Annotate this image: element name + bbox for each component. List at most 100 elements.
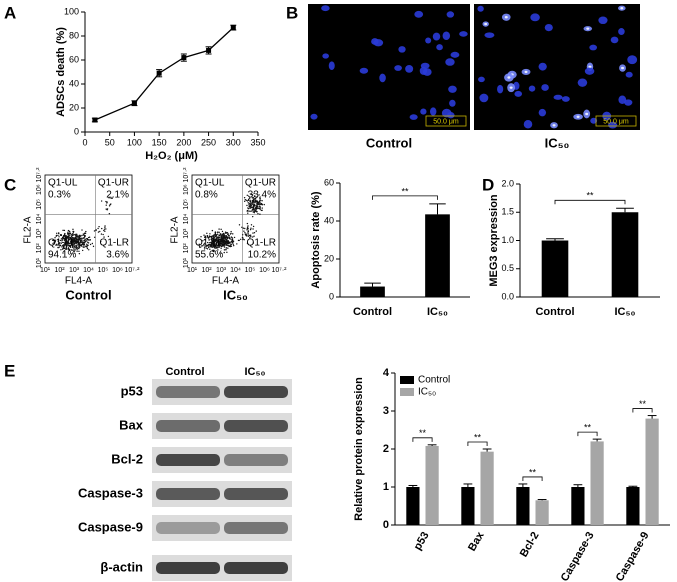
bar — [645, 418, 659, 525]
event-dot — [72, 242, 74, 245]
event-dot — [247, 233, 249, 235]
scale-bar-box — [595, 115, 637, 127]
event-dot — [65, 242, 68, 244]
event-dot — [255, 201, 257, 203]
nucleus — [598, 16, 608, 25]
significance-bracket — [522, 476, 543, 481]
event-dot — [248, 197, 251, 199]
event-dot — [86, 241, 89, 243]
flow-y-tick-label: 10⁴ — [36, 214, 43, 225]
event-dot — [64, 234, 66, 237]
event-dot — [252, 207, 255, 209]
event-dot — [213, 237, 216, 239]
nucleus — [577, 78, 588, 87]
event-dot — [110, 197, 112, 199]
data-point — [131, 100, 137, 106]
event-dot — [84, 241, 86, 244]
event-dot — [65, 235, 67, 237]
legend-swatch — [400, 376, 414, 384]
nucleus — [627, 55, 638, 65]
event-dot — [105, 228, 107, 230]
event-dot — [103, 228, 106, 230]
event-dot — [247, 232, 249, 234]
event-dot — [218, 234, 220, 236]
event-dot — [250, 227, 252, 229]
event-dot — [256, 201, 259, 203]
event-dot — [82, 240, 84, 242]
event-dot — [230, 243, 233, 246]
event-dot — [258, 194, 260, 196]
event-dot — [55, 235, 57, 237]
event-dot — [261, 200, 263, 202]
event-dot — [76, 244, 78, 246]
x-tick-label: Control — [353, 306, 392, 318]
flow-x-tick-label: 10² — [54, 267, 65, 274]
event-dot — [247, 228, 249, 230]
event-dot — [63, 247, 65, 249]
y-tick-label: 60 — [69, 54, 79, 64]
flow-y-tick-label: 10⁷·² — [183, 167, 190, 183]
event-dot — [257, 213, 259, 215]
event-dot — [253, 201, 255, 203]
y-tick-label: 1.5 — [501, 207, 514, 217]
y-tick-label: 40 — [69, 78, 79, 88]
event-dot — [220, 252, 222, 254]
event-dot — [203, 234, 205, 236]
event-dot — [223, 249, 226, 251]
event-dot — [230, 232, 232, 235]
event-dot — [221, 236, 223, 239]
event-dot — [232, 233, 234, 235]
event-dot — [246, 200, 249, 202]
flow-y-tick-label: 10² — [36, 243, 43, 254]
event-dot — [249, 207, 251, 209]
event-dot — [64, 242, 66, 245]
event-dot — [83, 235, 86, 238]
event-dot — [62, 235, 65, 237]
event-dot — [204, 239, 206, 241]
event-dot — [69, 231, 71, 233]
event-dot — [229, 237, 231, 239]
event-dot — [98, 225, 100, 228]
event-dot — [220, 244, 223, 246]
flow-y-tick-label: 10³ — [183, 228, 190, 239]
event-dot — [254, 200, 256, 202]
event-dot — [251, 206, 253, 209]
event-dot — [108, 205, 111, 207]
event-dot — [104, 230, 106, 232]
event-dot — [245, 199, 248, 201]
event-dot — [253, 203, 256, 206]
x-tick-label: Bcl-2 — [518, 530, 542, 559]
flow-x-tick-label: 10² — [201, 267, 212, 274]
flow-frame — [44, 174, 133, 264]
event-dot — [73, 251, 76, 253]
event-dot — [236, 243, 238, 245]
event-dot — [211, 242, 214, 245]
event-dot — [252, 236, 254, 238]
significance-bracket — [372, 195, 438, 200]
significance-bracket — [554, 199, 626, 205]
bar — [541, 240, 569, 297]
event-dot — [242, 238, 244, 241]
event-dot — [82, 237, 84, 239]
event-dot — [71, 234, 73, 236]
blot-band — [224, 488, 288, 500]
x-tick-label: IC₅₀ — [427, 306, 448, 318]
event-dot — [216, 233, 219, 235]
event-dot — [67, 239, 69, 242]
event-dot — [107, 235, 110, 238]
event-dot — [212, 235, 215, 238]
event-dot — [224, 231, 227, 233]
flow-y-tick-label: 10⁵ — [183, 199, 190, 210]
event-dot — [77, 240, 79, 243]
event-dot — [259, 199, 261, 201]
event-dot — [80, 237, 82, 239]
event-dot — [215, 238, 218, 240]
nucleus-highlight — [588, 65, 592, 68]
protein-label: Bcl-2 — [111, 451, 143, 466]
event-dot — [101, 227, 103, 230]
event-dot — [217, 249, 219, 251]
event-dot — [71, 239, 73, 241]
nucleus — [448, 85, 457, 93]
y-tick-label: 100 — [64, 6, 79, 16]
event-dot — [59, 239, 62, 242]
